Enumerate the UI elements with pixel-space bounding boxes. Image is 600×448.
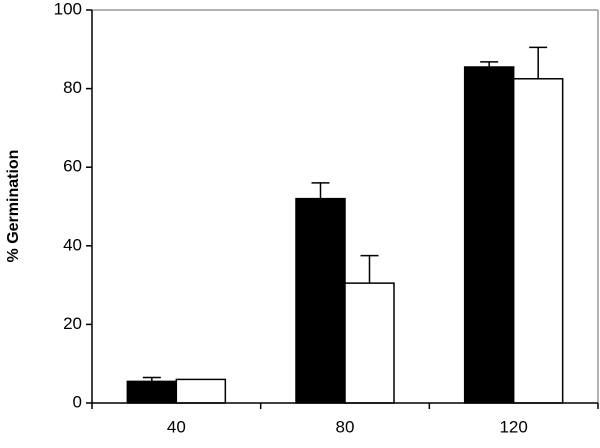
y-tick-label: 100	[54, 0, 82, 18]
x-tick-label: 40	[167, 417, 186, 436]
y-tick-label: 40	[63, 235, 82, 254]
error-bar	[529, 46, 548, 79]
error-bar	[360, 254, 379, 284]
error-bar	[480, 61, 499, 67]
x-tick-label: 120	[499, 417, 527, 436]
bar	[512, 78, 564, 404]
y-tick-label: 20	[63, 314, 82, 333]
error-bar	[311, 182, 330, 199]
y-axis-label: % Germination	[5, 150, 22, 263]
bar	[175, 378, 227, 404]
bar	[126, 380, 178, 404]
x-tick-label: 80	[336, 417, 355, 436]
bar	[463, 66, 515, 404]
bar	[344, 282, 395, 404]
y-tick-label: 0	[73, 392, 82, 411]
y-tick-label: 60	[63, 157, 82, 176]
y-tick-label: 80	[63, 78, 82, 97]
bar	[295, 197, 346, 404]
